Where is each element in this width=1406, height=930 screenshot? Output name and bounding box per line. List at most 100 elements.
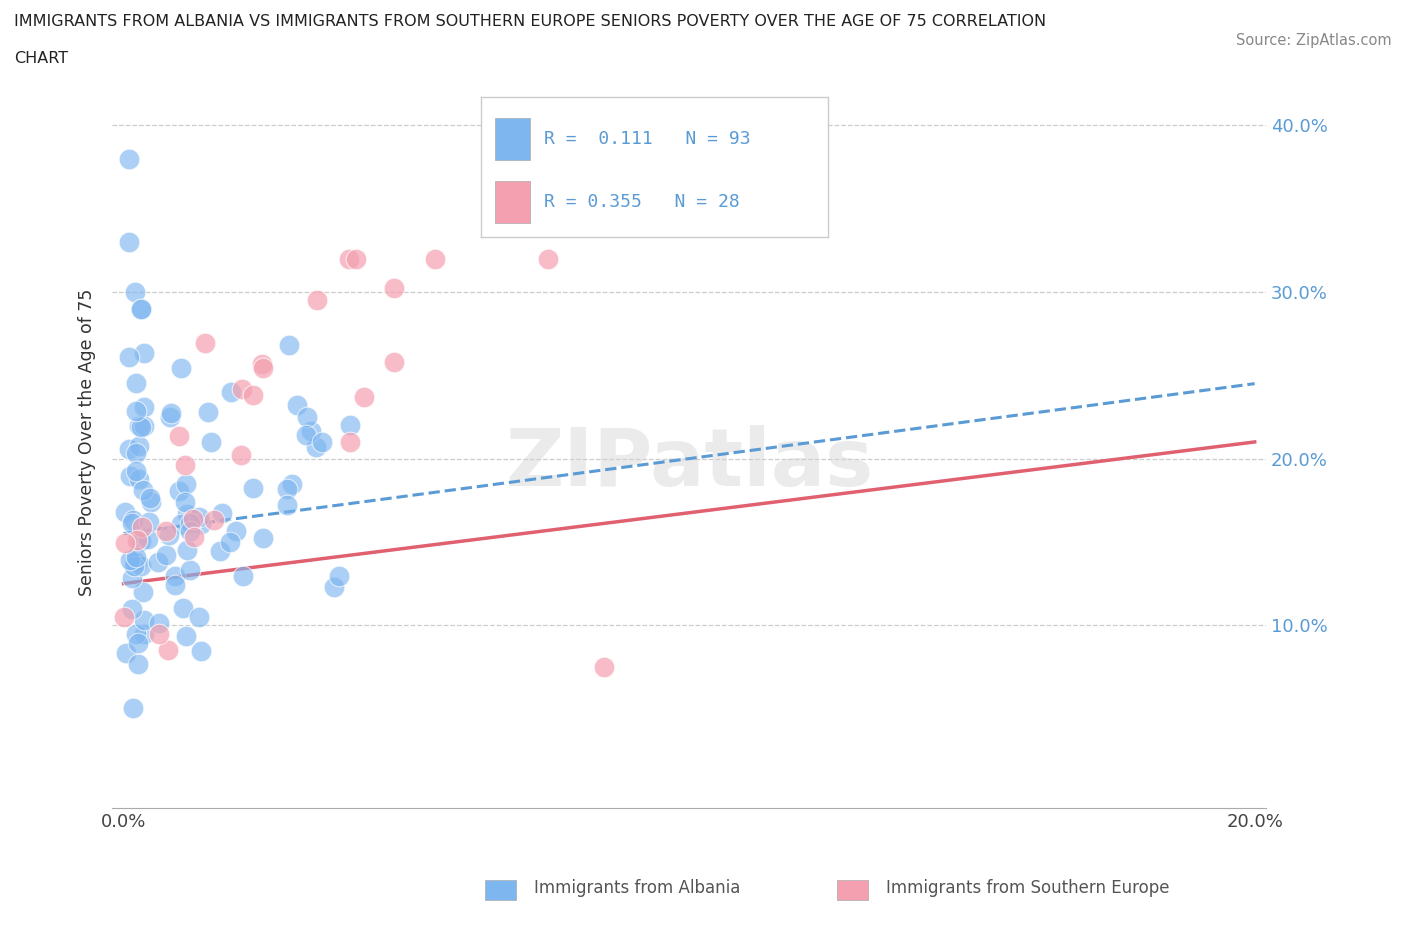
Point — [134, 627, 156, 642]
Point — [128, 472, 150, 486]
Point — [157, 643, 180, 658]
Point — [231, 381, 253, 396]
Text: IMMIGRANTS FROM ALBANIA VS IMMIGRANTS FROM SOUTHERN EUROPE SENIORS POVERTY OVER : IMMIGRANTS FROM ALBANIA VS IMMIGRANTS FR… — [14, 14, 1046, 29]
Point — [165, 578, 187, 592]
Point — [339, 418, 361, 432]
Point — [148, 626, 170, 641]
Point — [219, 385, 242, 400]
Text: Immigrants from Southern Europe: Immigrants from Southern Europe — [886, 879, 1170, 897]
Text: Source: ZipAtlas.com: Source: ZipAtlas.com — [1236, 33, 1392, 47]
Point — [382, 354, 405, 369]
Point — [252, 530, 274, 545]
Point — [118, 234, 141, 249]
Point — [353, 390, 375, 405]
Point — [124, 403, 146, 418]
Point — [229, 447, 252, 462]
Point — [132, 400, 155, 415]
Point — [537, 251, 560, 266]
Point — [121, 571, 143, 586]
Point — [132, 419, 155, 434]
Point — [181, 512, 204, 526]
Point — [299, 423, 322, 438]
Point — [305, 439, 328, 454]
Point — [295, 409, 318, 424]
Point — [138, 515, 160, 530]
Point — [121, 512, 143, 527]
Point — [114, 536, 136, 551]
Point — [124, 553, 146, 568]
Point — [129, 559, 152, 574]
Point — [232, 568, 254, 583]
Point — [117, 441, 139, 456]
Point — [252, 360, 274, 375]
Point — [128, 418, 150, 433]
Point — [176, 507, 198, 522]
Point — [179, 524, 201, 538]
Point — [194, 336, 217, 351]
Point — [337, 251, 360, 266]
Point — [179, 516, 201, 531]
Point — [276, 498, 298, 512]
Point — [190, 644, 212, 658]
Text: Immigrants from Albania: Immigrants from Albania — [534, 879, 741, 897]
Point — [187, 510, 209, 525]
Point — [165, 569, 187, 584]
Point — [252, 357, 274, 372]
Point — [139, 490, 162, 505]
Point — [124, 285, 146, 299]
Point — [127, 556, 149, 571]
Point — [200, 434, 222, 449]
Point — [339, 434, 361, 449]
Point — [344, 251, 367, 266]
Point — [295, 428, 318, 443]
Point — [197, 405, 219, 419]
Point — [118, 152, 141, 166]
Point — [276, 482, 298, 497]
Point — [174, 495, 197, 510]
Point — [122, 701, 145, 716]
Point — [128, 438, 150, 453]
Text: ZIPatlas: ZIPatlas — [505, 425, 873, 503]
Point — [183, 529, 205, 544]
Point — [278, 338, 301, 352]
Point — [176, 542, 198, 557]
Point — [124, 375, 146, 390]
Point — [190, 517, 212, 532]
Point — [148, 616, 170, 631]
Point — [285, 397, 308, 412]
Point — [125, 445, 148, 460]
Point — [129, 301, 152, 316]
Point — [141, 495, 163, 510]
Point — [127, 657, 149, 671]
Point — [423, 251, 446, 266]
Point — [176, 477, 198, 492]
Point — [593, 659, 616, 674]
Point — [121, 515, 143, 530]
Point — [209, 543, 232, 558]
Point — [328, 568, 350, 583]
Point — [322, 579, 344, 594]
Point — [132, 613, 155, 628]
Point — [121, 602, 143, 617]
Y-axis label: Seniors Poverty Over the Age of 75: Seniors Poverty Over the Age of 75 — [79, 288, 96, 595]
Point — [155, 524, 177, 538]
Point — [219, 535, 242, 550]
Point — [122, 558, 145, 573]
Point — [115, 645, 138, 660]
Point — [382, 281, 405, 296]
Point — [281, 477, 304, 492]
Point — [305, 293, 328, 308]
Point — [125, 550, 148, 565]
Point — [131, 419, 153, 434]
Point — [172, 601, 194, 616]
Point — [225, 524, 247, 538]
Point — [118, 552, 141, 567]
Point — [174, 629, 197, 644]
Point — [124, 463, 146, 478]
Point — [159, 410, 181, 425]
Point — [170, 517, 193, 532]
Point — [157, 527, 180, 542]
Point — [118, 469, 141, 484]
Point — [129, 301, 152, 316]
Point — [131, 520, 153, 535]
